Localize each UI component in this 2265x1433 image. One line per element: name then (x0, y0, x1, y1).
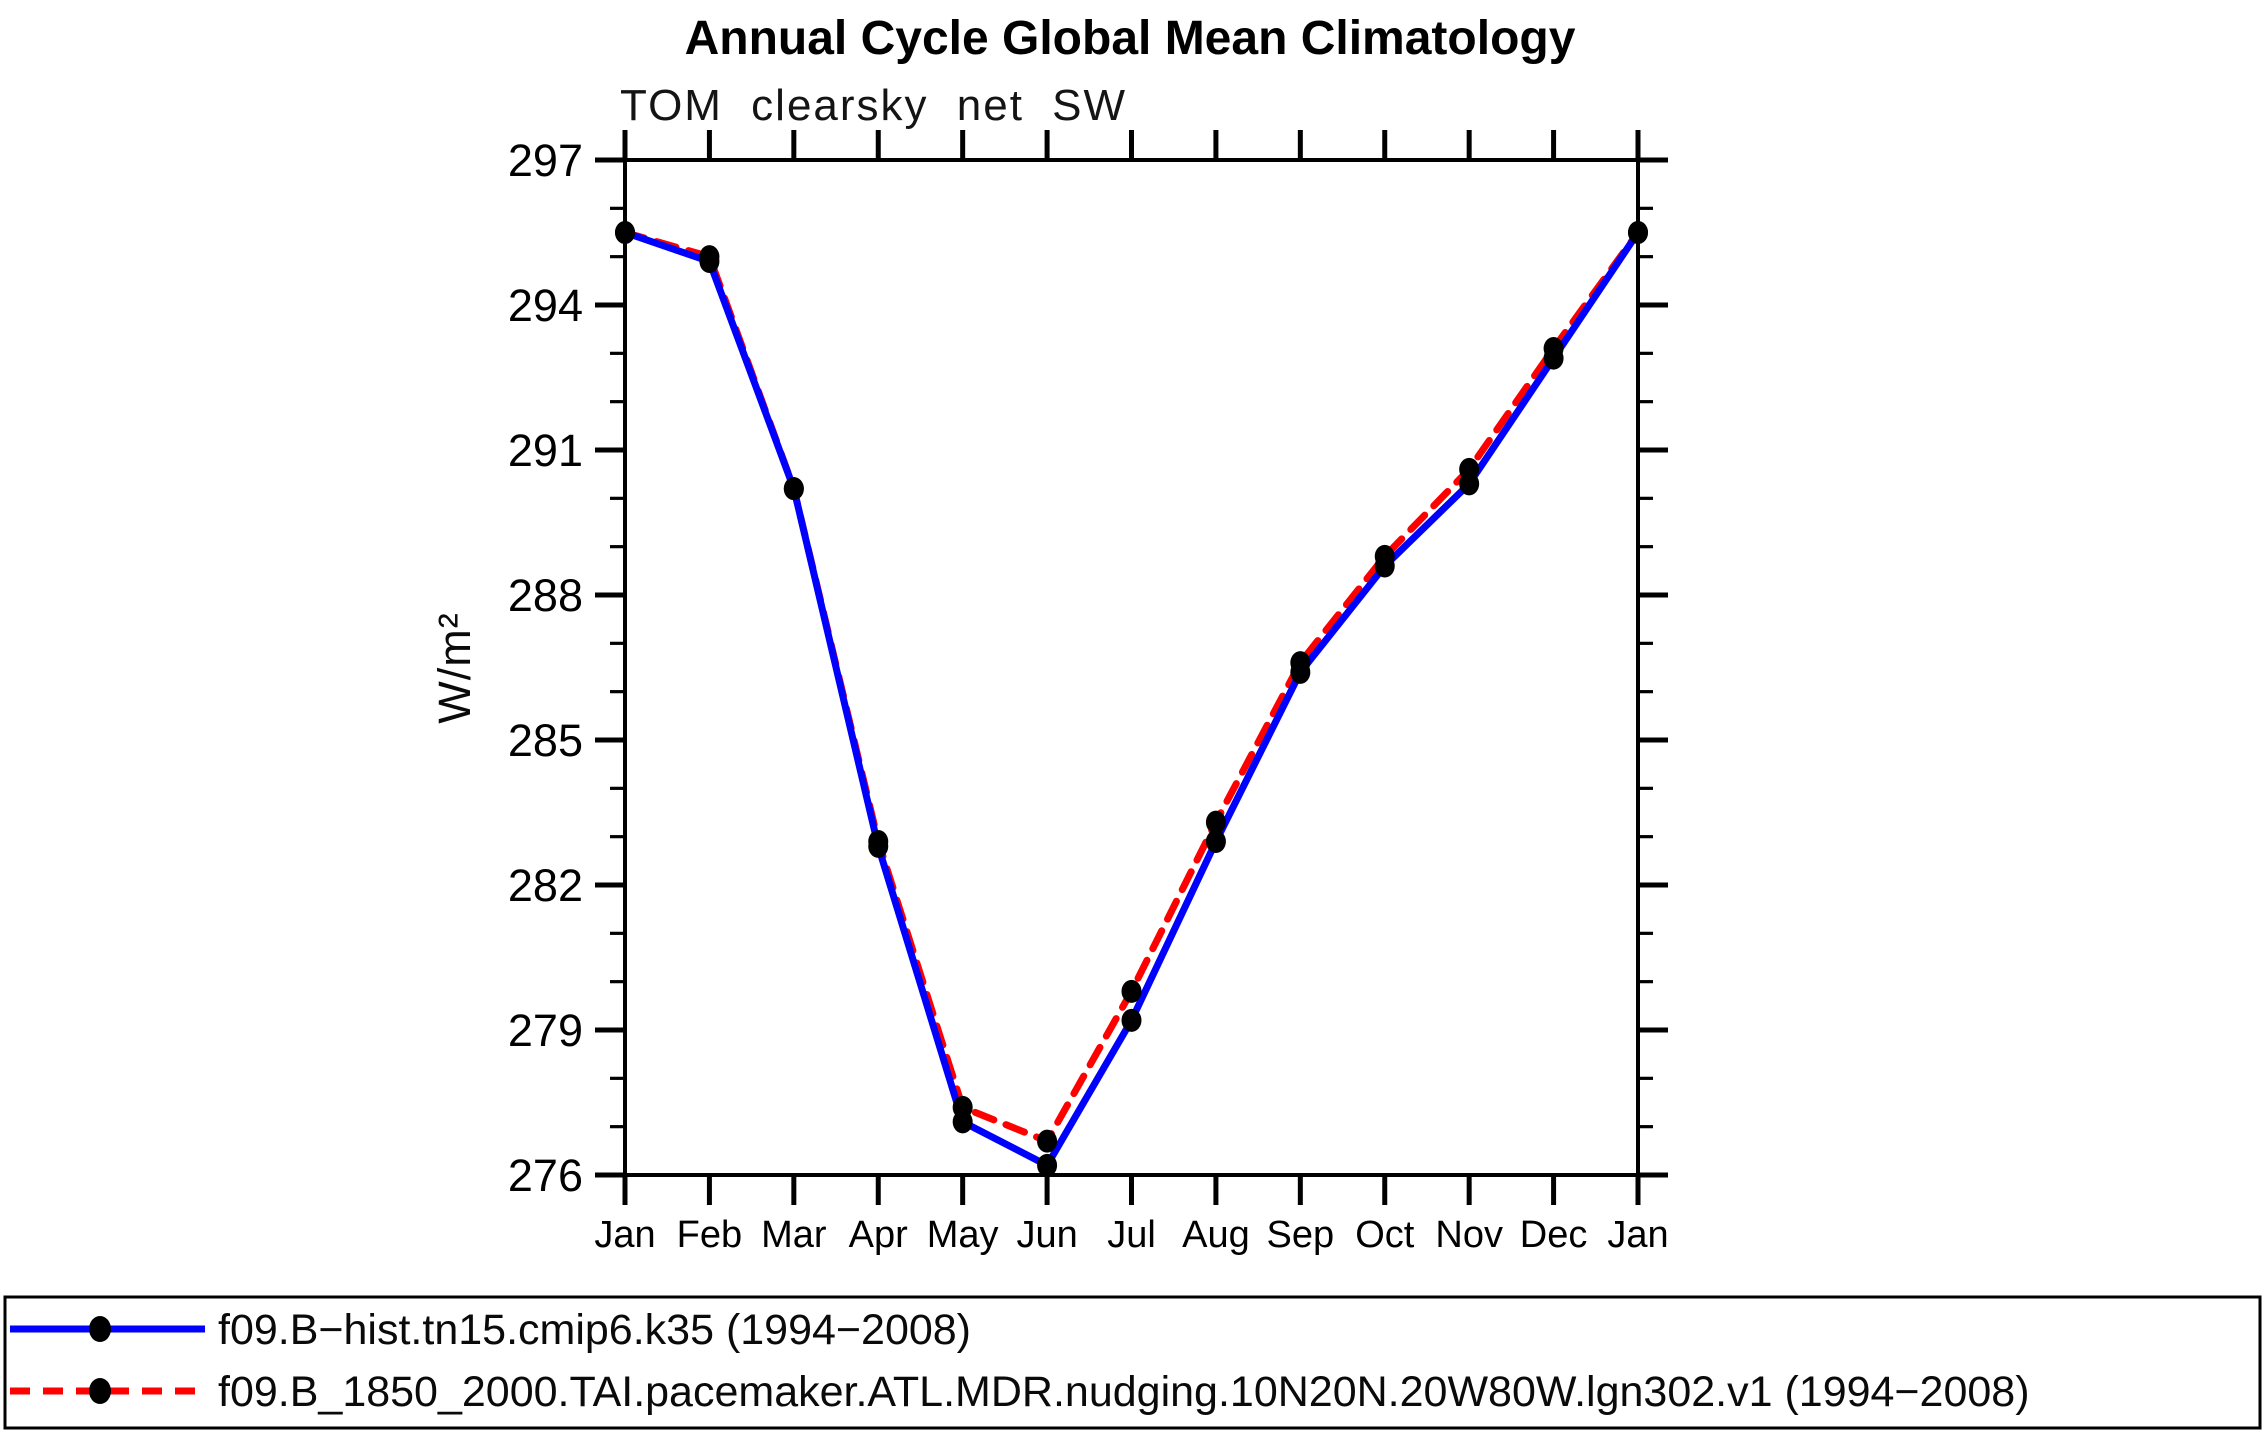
chart-title: Annual Cycle Global Mean Climatology (685, 12, 1576, 65)
data-point-marker-series-0 (1121, 1008, 1142, 1032)
x-tick-label: Dec (1520, 1214, 1588, 1256)
data-point-marker-series-1 (1121, 979, 1142, 1003)
y-tick-label: 285 (508, 715, 583, 766)
legend: f09.B−hist.tn15.cmip6.k35 (1994−2008) f0… (3, 1295, 2262, 1430)
x-tick-label: Aug (1182, 1214, 1250, 1256)
x-tick-label: Jun (1016, 1214, 1077, 1256)
y-tick-label: 282 (508, 860, 583, 911)
x-tick-label: Apr (849, 1214, 908, 1256)
x-tick-label: Jan (1607, 1214, 1668, 1256)
legend-label-series-0: f09.B−hist.tn15.cmip6.k35 (1994−2008) (218, 1306, 971, 1354)
legend-marker-dot (89, 1378, 111, 1404)
data-point-marker-series-0 (1037, 1153, 1058, 1177)
legend-label-series-1: f09.B_1850_2000.TAI.pacemaker.ATL.MDR.nu… (218, 1368, 2030, 1416)
data-point-marker-series-0 (952, 1110, 973, 1134)
x-tick-label: Oct (1355, 1214, 1415, 1256)
data-point-marker-series-0 (1205, 830, 1226, 853)
data-point-marker-series-0 (1290, 660, 1311, 684)
data-point-marker-series-1 (1205, 810, 1226, 834)
y-tick-label: 294 (508, 280, 583, 331)
y-tick-label: 291 (508, 425, 583, 476)
x-tick-label: Feb (677, 1214, 742, 1256)
x-tick-label: Mar (761, 1214, 827, 1256)
y-tick-label: 297 (508, 135, 583, 186)
x-tick-label: Jan (594, 1214, 655, 1256)
series-line-1-dashed (621, 229, 1642, 1145)
data-point-marker-series-0 (1459, 472, 1480, 496)
data-point-marker-series-0 (1628, 221, 1648, 244)
chart-subtitle: TOM clearsky net SW (620, 81, 1127, 130)
plot-frame (623, 158, 1640, 1177)
data-point-marker-series-0 (1543, 346, 1564, 370)
x-tick-label: Jul (1107, 1214, 1156, 1256)
data-point-marker-series-0 (1374, 554, 1395, 578)
data-point-marker-series-1 (1037, 1129, 1058, 1153)
y-axis-label: W/m² (429, 612, 480, 723)
legend-marker-dot (89, 1316, 111, 1342)
x-tick-label: Nov (1435, 1214, 1503, 1256)
x-tick-label: May (927, 1214, 999, 1256)
y-tick-label: 279 (508, 1005, 583, 1056)
data-point-marker-series-0 (699, 250, 720, 273)
plot-area: 276 279 282 285 288 291 294 297 Jan Feb Mar Apr May J… (508, 130, 1669, 1256)
data-point-marker-series-0 (783, 477, 804, 501)
y-tick-label: 276 (508, 1150, 583, 1201)
data-point-marker-series-0 (615, 221, 635, 244)
y-tick-label: 288 (508, 570, 583, 621)
legend-box (3, 1295, 2262, 1430)
x-tick-label: Sep (1267, 1214, 1335, 1256)
data-point-marker-series-0 (868, 834, 889, 858)
